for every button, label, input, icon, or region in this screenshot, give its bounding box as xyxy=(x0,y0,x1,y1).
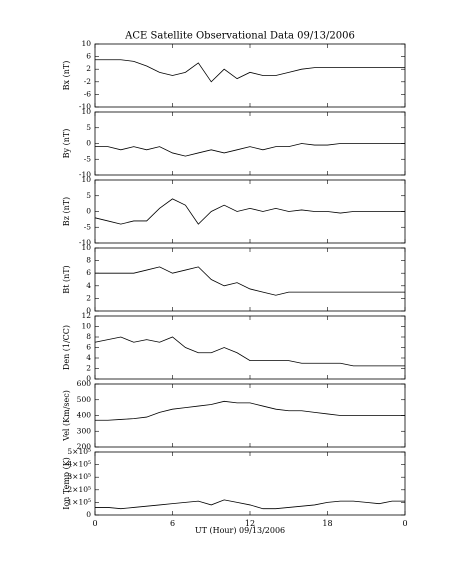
y-tick-label: 8 xyxy=(86,332,91,341)
y-axis-label: Bt (nT) xyxy=(62,265,71,293)
y-axis-label: Vel (Km/sec) xyxy=(62,390,71,442)
y-tick-label: 4 xyxy=(86,353,91,362)
y-tick-label: -5 xyxy=(84,222,92,231)
panel-frame xyxy=(94,451,406,516)
data-line xyxy=(95,59,405,83)
data-line xyxy=(95,400,405,421)
data-line xyxy=(94,336,405,367)
y-tick-label: 10 xyxy=(81,322,91,331)
y-tick-label: 0 xyxy=(86,374,91,383)
y-axis-label: Den (1/CC) xyxy=(62,325,71,370)
y-tick-label: 2×10⁵ xyxy=(67,485,91,494)
y-tick-label: 600 xyxy=(77,379,92,388)
y-tick-label: 4×10⁵ xyxy=(67,460,91,469)
y-tick-label: 10 xyxy=(81,175,91,184)
x-tick-label: 0 xyxy=(92,519,97,528)
y-tick-label: 10 xyxy=(81,243,91,252)
chart-title: ACE Satellite Observational Data 09/13/2… xyxy=(124,31,355,42)
data-line xyxy=(95,499,405,510)
x-tick-label: 12 xyxy=(245,519,255,528)
y-tick-label: -2 xyxy=(84,77,92,86)
y-tick-label: 10 xyxy=(81,107,91,116)
y-tick-label: 500 xyxy=(77,395,92,404)
y-axis-label: Bx (nT) xyxy=(62,61,71,91)
data-line xyxy=(94,198,405,225)
y-tick-label: -10 xyxy=(79,238,91,247)
y-tick-label: 200 xyxy=(77,442,92,451)
y-axis-label: Ion Temp (K) xyxy=(62,457,71,510)
y-tick-label: 0 xyxy=(86,139,91,148)
y-tick-label: 8 xyxy=(86,256,91,265)
y-tick-label: 6 xyxy=(86,268,91,277)
y-tick-label: 0 xyxy=(86,306,91,315)
data-line xyxy=(95,266,405,296)
y-tick-label: 12 xyxy=(81,311,91,320)
y-tick-label: 6 xyxy=(86,52,91,61)
x-axis-label: UT (Hour) 09/13/2006 xyxy=(195,526,285,535)
y-axis-label: Bz (nT) xyxy=(62,197,71,226)
y-tick-label: 400 xyxy=(77,411,92,420)
y-tick-label: 5 xyxy=(86,191,91,200)
x-tick-label: 0 xyxy=(402,519,407,528)
data-line xyxy=(95,143,405,157)
y-tick-label: 0 xyxy=(86,510,91,519)
y-tick-label: 2 xyxy=(86,364,91,373)
y-tick-label: -10 xyxy=(79,170,91,179)
y-tick-label: 4 xyxy=(86,281,91,290)
y-tick-label: -10 xyxy=(79,102,91,111)
panel-frame xyxy=(94,247,406,312)
y-tick-label: 0 xyxy=(86,207,91,216)
y-tick-label: 5 xyxy=(86,123,91,132)
panel-frame xyxy=(94,43,406,108)
y-tick-label: 1×10⁵ xyxy=(67,497,91,506)
y-tick-label: 2 xyxy=(86,64,91,73)
y-tick-label: 10 xyxy=(81,39,91,48)
y-tick-label: -6 xyxy=(84,89,92,98)
y-tick-label: 300 xyxy=(77,426,92,435)
y-tick-label: -5 xyxy=(84,154,92,163)
x-tick-label: 18 xyxy=(322,519,332,528)
panel-frame xyxy=(94,315,406,380)
y-tick-label: 3×10⁵ xyxy=(67,472,91,481)
x-tick-label: 6 xyxy=(170,519,175,528)
y-axis-label: By (nT) xyxy=(62,129,71,159)
y-tick-label: 2 xyxy=(86,293,91,302)
y-tick-label: 6 xyxy=(86,343,91,352)
y-tick-label: 5×10⁵ xyxy=(67,447,91,456)
